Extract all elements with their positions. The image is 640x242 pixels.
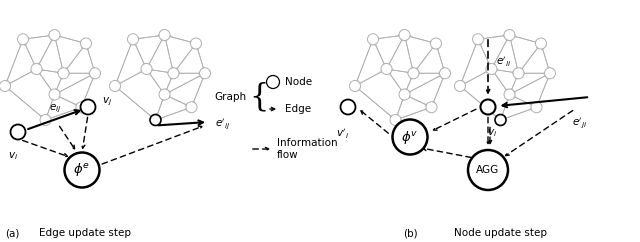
Circle shape <box>545 68 556 79</box>
Circle shape <box>486 63 497 75</box>
Circle shape <box>90 68 100 79</box>
Text: $v_j$: $v_j$ <box>102 96 112 108</box>
Circle shape <box>159 89 170 100</box>
Circle shape <box>399 89 410 100</box>
Text: {: { <box>249 82 268 113</box>
Circle shape <box>454 81 465 91</box>
Text: Information
flow: Information flow <box>277 138 338 160</box>
Circle shape <box>17 34 29 45</box>
Circle shape <box>200 68 211 79</box>
Circle shape <box>340 99 355 114</box>
Text: $v_i$: $v_i$ <box>8 150 18 162</box>
Text: Edge: Edge <box>285 104 311 114</box>
Circle shape <box>266 76 280 89</box>
Circle shape <box>513 68 524 79</box>
Circle shape <box>536 38 547 49</box>
Circle shape <box>440 68 451 79</box>
Circle shape <box>168 68 179 79</box>
Circle shape <box>141 63 152 75</box>
Text: $e_{ij}$: $e_{ij}$ <box>49 103 61 115</box>
Text: Graph: Graph <box>215 92 247 102</box>
Text: $e'_{ji}$: $e'_{ji}$ <box>572 115 588 130</box>
Circle shape <box>399 30 410 40</box>
Circle shape <box>49 89 60 100</box>
Circle shape <box>65 152 99 188</box>
Circle shape <box>367 34 378 45</box>
Text: $\phi^v$: $\phi^v$ <box>401 129 419 145</box>
Circle shape <box>531 102 542 113</box>
Circle shape <box>150 114 161 126</box>
Text: (b): (b) <box>403 228 417 238</box>
Circle shape <box>504 89 515 100</box>
Circle shape <box>127 34 138 45</box>
Text: $v_i$: $v_i$ <box>487 127 497 139</box>
Circle shape <box>468 150 508 190</box>
Circle shape <box>349 81 360 91</box>
Circle shape <box>408 68 419 79</box>
Circle shape <box>0 81 10 91</box>
Text: $e'_{li}$: $e'_{li}$ <box>496 55 511 69</box>
Text: Node update step: Node update step <box>454 228 547 238</box>
Text: AGG: AGG <box>476 165 500 175</box>
Circle shape <box>504 30 515 40</box>
Circle shape <box>49 30 60 40</box>
Text: (a): (a) <box>5 228 19 238</box>
Circle shape <box>481 99 495 114</box>
Text: Node: Node <box>285 77 312 87</box>
Circle shape <box>81 38 92 49</box>
Circle shape <box>381 63 392 75</box>
Text: Edge update step: Edge update step <box>39 228 131 238</box>
Circle shape <box>109 81 120 91</box>
Circle shape <box>426 102 437 113</box>
Text: $\phi^e$: $\phi^e$ <box>74 161 90 179</box>
Circle shape <box>390 114 401 126</box>
Circle shape <box>10 124 26 139</box>
Circle shape <box>186 102 197 113</box>
Circle shape <box>159 30 170 40</box>
Text: $e'_{ij}$: $e'_{ij}$ <box>215 117 230 131</box>
Circle shape <box>495 114 506 126</box>
Circle shape <box>31 63 42 75</box>
Circle shape <box>191 38 202 49</box>
Circle shape <box>431 38 442 49</box>
Circle shape <box>76 102 87 113</box>
Circle shape <box>472 34 483 45</box>
Circle shape <box>58 68 69 79</box>
Text: $v'_i$: $v'_i$ <box>337 127 349 141</box>
Circle shape <box>81 99 95 114</box>
Circle shape <box>40 114 51 126</box>
Circle shape <box>392 120 428 154</box>
